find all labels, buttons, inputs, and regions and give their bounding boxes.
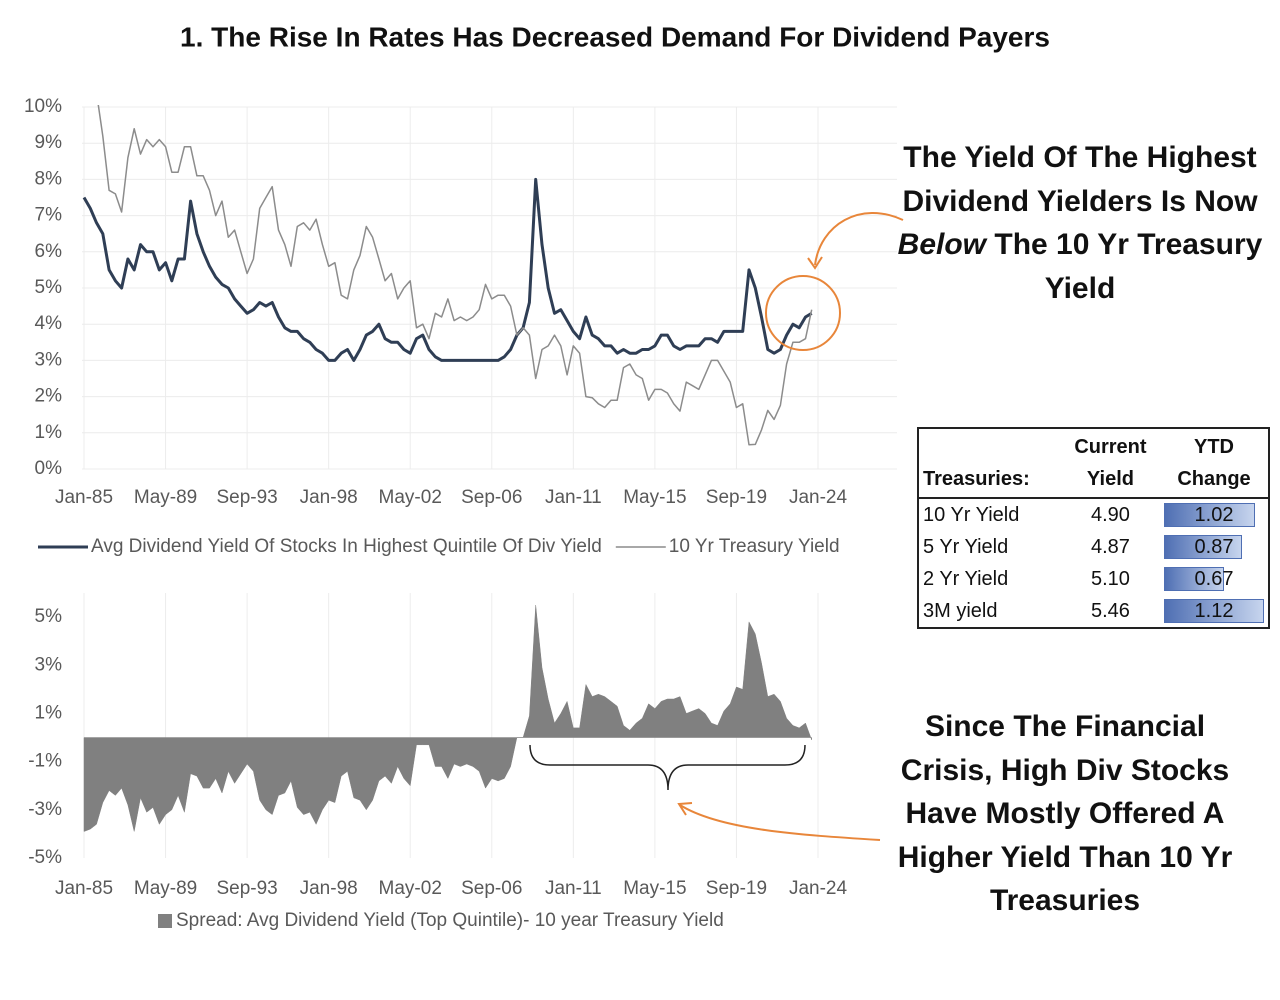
y-tick-label: 4%: [35, 313, 63, 334]
arrow: [814, 211, 904, 266]
table-cell: 5.46: [1090, 599, 1130, 622]
y-tick-label: 6%: [35, 241, 63, 262]
legend-label: Avg Dividend Yield Of Stocks In Highest …: [91, 536, 602, 557]
data-bar: [1164, 567, 1224, 591]
highlight-circle: [765, 275, 841, 351]
y-tick-label: 5%: [35, 277, 63, 298]
arrow: [679, 804, 881, 841]
x-tick-label: Jan-24: [789, 487, 848, 508]
table-cell: 5 Yr Yield: [923, 535, 1009, 558]
table-cell: 1.12: [1160, 595, 1269, 628]
y-tick-label: 10%: [24, 96, 62, 117]
table-body: 10 Yr Yield 4.90 1.02 5 Yr Yield 4.87 0.87 2 Y…: [918, 497, 1269, 628]
table-header: Current: [1074, 436, 1147, 458]
annotation-text: The 10 Yr Treasury Yield: [986, 228, 1263, 305]
x-tick-label: May-02: [379, 878, 442, 899]
x-tick-label: Jan-11: [545, 878, 602, 899]
legend-label: Spread: Avg Dividend Yield (Top Quintile…: [176, 910, 724, 931]
table-row: 5 Yr Yield 4.87 0.87: [918, 531, 1269, 563]
table-header: YTD: [1194, 436, 1234, 458]
data-bar: [1164, 503, 1256, 527]
data-bar: [1164, 535, 1242, 559]
table-cell-text: 0.67: [1194, 567, 1234, 590]
treasury-table: Treasuries: Current Yield YTD Change 10 Yr…: [917, 427, 1270, 629]
x-tick-label: Sep-06: [461, 878, 522, 899]
x-tick-label: May-89: [134, 878, 197, 899]
table-cell: 0.87: [1160, 531, 1269, 563]
x-tick-label: Sep-19: [706, 487, 767, 508]
annotation-emphasis: Below: [897, 228, 987, 261]
table-cell-text: 0.87: [1194, 535, 1234, 558]
x-tick-label: Sep-19: [706, 878, 767, 899]
table-cell: 1.02: [1160, 497, 1269, 531]
arrow-head: [677, 802, 693, 816]
x-tick-label: Jan-11: [545, 487, 602, 508]
arrow-head: [807, 256, 823, 270]
annotation: The Yield Of The Highest Dividend Yielde…: [890, 136, 1270, 310]
annotation-text: The Yield Of The Highest Dividend Yielde…: [902, 141, 1258, 218]
table-cell-text: 1.12: [1194, 599, 1234, 622]
table-cell: 4.90: [1060, 497, 1160, 531]
table-header: Current Yield: [1061, 428, 1160, 498]
table-cell: 4.87: [1090, 535, 1130, 558]
brace: [529, 744, 806, 791]
y-tick-label: 9%: [35, 132, 63, 153]
line-series: [82, 177, 813, 362]
table-header: YTD Change: [1160, 428, 1269, 498]
x-tick-label: Sep-93: [216, 487, 277, 508]
table-cell: 10 Yr Yield: [918, 497, 1061, 531]
table-header: Yield: [1086, 468, 1134, 490]
table-cell-text: 1.02: [1194, 503, 1234, 526]
line-series: [97, 105, 813, 446]
y-tick-label: 1%: [35, 422, 63, 443]
data-bar: [1164, 599, 1264, 623]
area-series: [83, 604, 812, 832]
x-tick-label: Jan-24: [789, 878, 848, 899]
table-row: 3M yield 5.46 1.12: [918, 595, 1269, 628]
table-row: 10 Yr Yield 4.90 1.02: [918, 497, 1269, 531]
y-tick-label: 8%: [35, 168, 63, 189]
bottom-chart: -5% -3% -1% 1% 3% 5% Jan-85 May-89 Sep-93 Jan-98 M…: [28, 593, 847, 931]
table-cell: 3M yield: [923, 599, 998, 622]
top-chart: 0% 1% 2% 3% 4% 5% 6% 7% 8% 9% 10% Jan-85 May-89 Sep-9…: [24, 96, 897, 557]
x-tick-label: Jan-98: [300, 878, 358, 899]
y-tick-label: 1%: [35, 702, 63, 723]
y-tick-label: -1%: [28, 751, 62, 772]
x-tick-label: Sep-06: [461, 487, 522, 508]
y-tick-label: 3%: [35, 654, 63, 675]
chart-title: 1. The Rise In Rates Has Decreased Deman…: [180, 21, 1050, 52]
y-tick-label: 3%: [35, 349, 63, 370]
x-tick-label: Jan-85: [55, 878, 113, 899]
x-tick-label: May-89: [134, 487, 197, 508]
y-tick-label: -3%: [28, 799, 62, 820]
x-tick-label: May-15: [623, 878, 686, 899]
legend-swatch: [158, 914, 172, 928]
x-tick-label: May-02: [379, 487, 442, 508]
x-tick-label: Jan-98: [300, 487, 358, 508]
y-tick-label: 2%: [35, 386, 63, 407]
x-tick-label: Jan-85: [55, 487, 113, 508]
y-tick-label: -5%: [28, 847, 62, 868]
table-header: Treasuries:: [923, 468, 1030, 490]
x-tick-label: Sep-93: [216, 878, 277, 899]
legend-label: 10 Yr Treasury Yield: [669, 536, 840, 557]
y-tick-label: 0%: [35, 458, 63, 479]
table-cell: 2 Yr Yield: [923, 567, 1009, 590]
x-tick-label: May-15: [623, 487, 686, 508]
table-row: 2 Yr Yield 5.10 0.67: [918, 563, 1269, 595]
annotation: Since The Financial Crisis, High Div Sto…: [897, 710, 1233, 917]
y-tick-label: 5%: [35, 606, 63, 627]
y-tick-label: 7%: [35, 205, 63, 226]
table-cell: 0.67: [1160, 563, 1269, 595]
table-header: Change: [1177, 468, 1251, 490]
table-cell: 5.10: [1090, 567, 1130, 590]
